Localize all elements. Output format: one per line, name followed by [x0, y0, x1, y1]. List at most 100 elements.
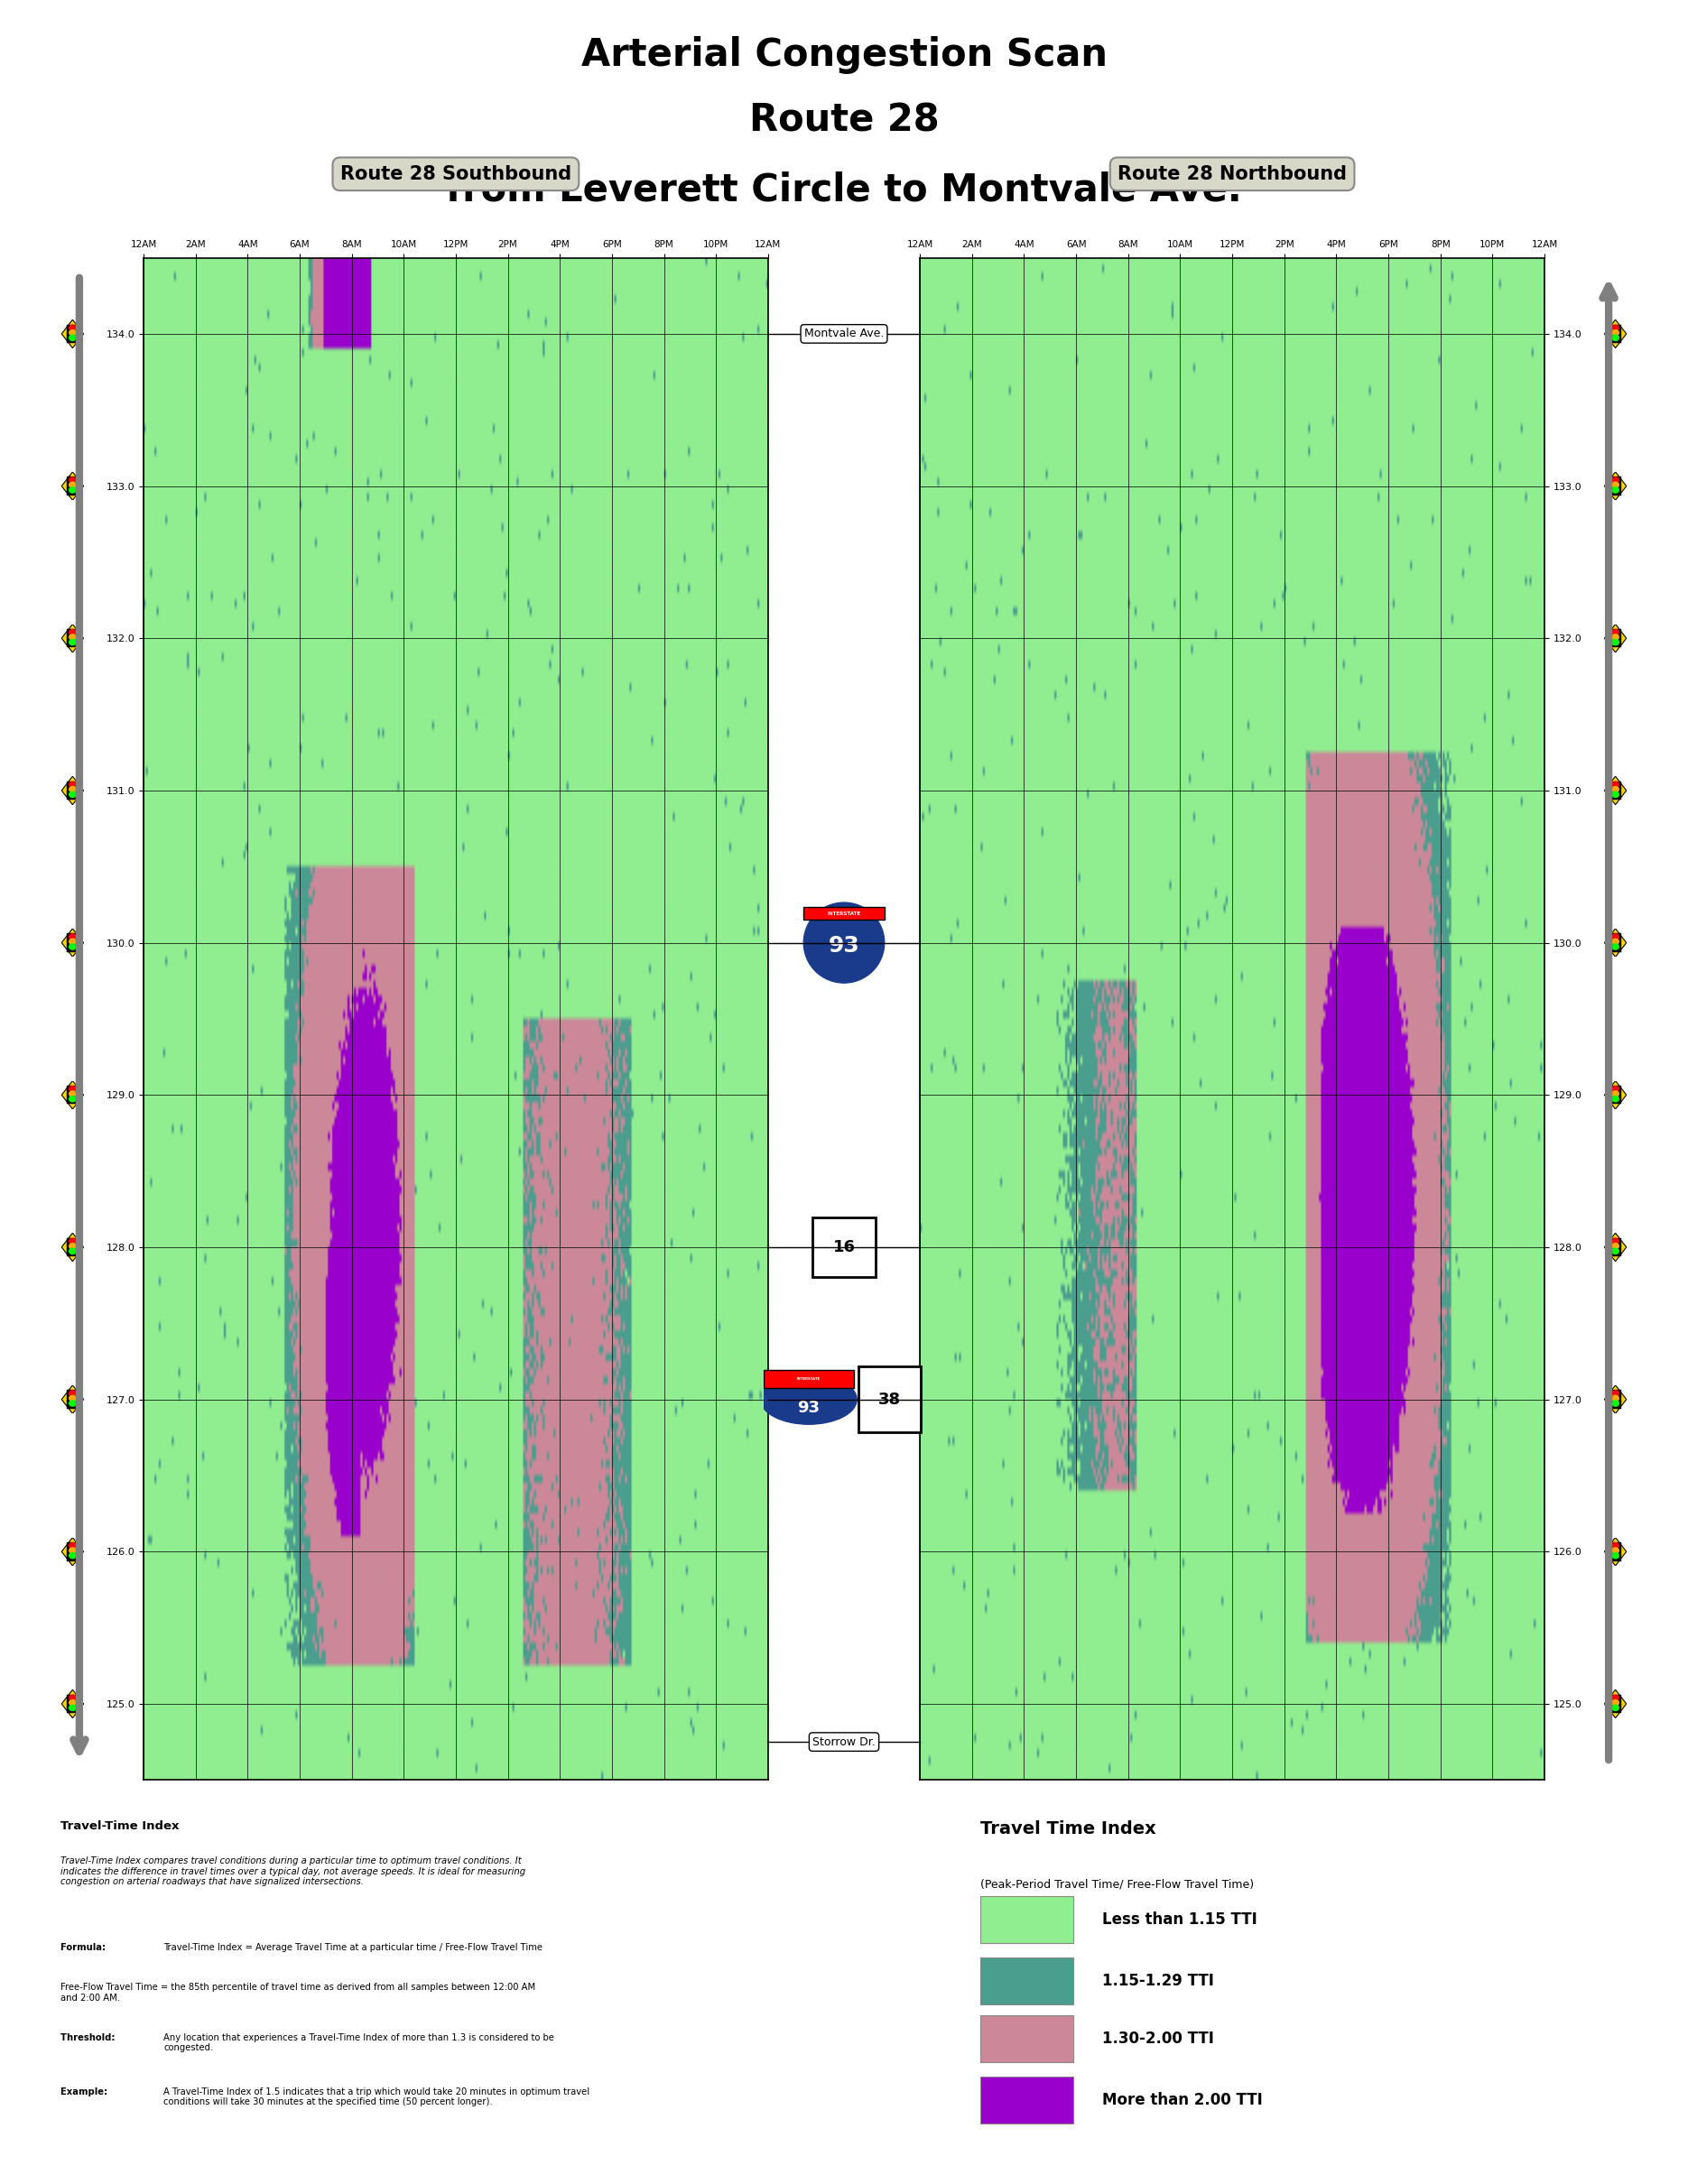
Polygon shape [1605, 928, 1627, 957]
Circle shape [1612, 1238, 1619, 1245]
FancyBboxPatch shape [68, 629, 79, 646]
FancyBboxPatch shape [68, 476, 79, 496]
Polygon shape [1605, 1234, 1627, 1262]
Circle shape [69, 1085, 76, 1092]
Circle shape [69, 1092, 76, 1096]
Circle shape [69, 1243, 76, 1249]
Circle shape [1612, 791, 1619, 797]
Circle shape [1612, 1695, 1619, 1701]
Circle shape [69, 1699, 76, 1706]
Text: Less than 1.15 TTI: Less than 1.15 TTI [1102, 1911, 1258, 1928]
FancyBboxPatch shape [68, 325, 79, 343]
Circle shape [69, 1096, 76, 1101]
Circle shape [1612, 483, 1619, 487]
Circle shape [69, 1695, 76, 1701]
Text: Travel-Time Index compares travel conditions during a particular time to optimum: Travel-Time Index compares travel condit… [61, 1856, 525, 1887]
Circle shape [1612, 1548, 1619, 1553]
Text: Example:: Example: [61, 2088, 110, 2097]
Text: 1.15-1.29 TTI: 1.15-1.29 TTI [1102, 1972, 1214, 1990]
Circle shape [69, 782, 76, 788]
Text: Montvale Ave.: Montvale Ave. [803, 328, 885, 341]
FancyBboxPatch shape [68, 1238, 79, 1256]
Circle shape [1612, 1391, 1619, 1396]
Polygon shape [62, 472, 84, 500]
Text: Any location that experiences a Travel-Time Index of more than 1.3 is considered: Any location that experiences a Travel-T… [164, 2033, 554, 2053]
FancyBboxPatch shape [68, 1085, 79, 1105]
Circle shape [1612, 330, 1619, 336]
FancyBboxPatch shape [1610, 1542, 1622, 1562]
Circle shape [69, 334, 76, 341]
Text: 1.30-2.00 TTI: 1.30-2.00 TTI [1102, 2031, 1214, 2046]
Circle shape [1612, 786, 1619, 793]
Circle shape [69, 1238, 76, 1245]
Circle shape [761, 1374, 858, 1424]
Text: Travel-Time Index: Travel-Time Index [61, 1821, 179, 1832]
Text: 38: 38 [878, 1391, 901, 1406]
Circle shape [1612, 943, 1619, 950]
Circle shape [1612, 1400, 1619, 1406]
FancyBboxPatch shape [1610, 1391, 1622, 1409]
Polygon shape [62, 319, 84, 347]
Circle shape [1612, 1096, 1619, 1101]
Text: Formula:: Formula: [61, 1944, 108, 1952]
FancyBboxPatch shape [979, 2016, 1074, 2062]
FancyBboxPatch shape [765, 1369, 854, 1387]
Circle shape [69, 1548, 76, 1553]
Circle shape [1612, 939, 1619, 943]
FancyBboxPatch shape [979, 2077, 1074, 2123]
Polygon shape [1605, 625, 1627, 653]
FancyBboxPatch shape [1610, 1238, 1622, 1256]
FancyBboxPatch shape [1610, 325, 1622, 343]
Polygon shape [1605, 1538, 1627, 1566]
Circle shape [803, 902, 885, 983]
Polygon shape [1605, 1690, 1627, 1719]
Polygon shape [1605, 1081, 1627, 1109]
Circle shape [1612, 935, 1619, 939]
Text: Free-Flow Travel Time = the 85th percentile of travel time as derived from all s: Free-Flow Travel Time = the 85th percent… [61, 1983, 535, 2003]
Polygon shape [1605, 775, 1627, 804]
Circle shape [1612, 334, 1619, 341]
Text: Arterial Congestion Scan: Arterial Congestion Scan [581, 35, 1107, 74]
Circle shape [69, 633, 76, 640]
FancyBboxPatch shape [68, 1542, 79, 1562]
Polygon shape [62, 1690, 84, 1719]
Polygon shape [62, 625, 84, 653]
Text: Route 28 Southbound: Route 28 Southbound [341, 166, 571, 183]
FancyBboxPatch shape [68, 782, 79, 799]
Text: (Peak-Period Travel Time/ Free-Flow Travel Time): (Peak-Period Travel Time/ Free-Flow Trav… [979, 1878, 1254, 1889]
Circle shape [69, 1400, 76, 1406]
Polygon shape [62, 775, 84, 804]
Circle shape [1612, 633, 1619, 640]
Polygon shape [62, 1538, 84, 1566]
Circle shape [1612, 1396, 1619, 1402]
Circle shape [69, 943, 76, 950]
Circle shape [69, 1249, 76, 1254]
FancyBboxPatch shape [979, 1957, 1074, 2005]
Text: INTERSTATE: INTERSTATE [797, 1376, 820, 1380]
Circle shape [1612, 1085, 1619, 1092]
Circle shape [1612, 640, 1619, 644]
Circle shape [1612, 1706, 1619, 1710]
Circle shape [1612, 487, 1619, 494]
Circle shape [1612, 1249, 1619, 1254]
FancyBboxPatch shape [803, 906, 885, 919]
Text: A Travel-Time Index of 1.5 indicates that a trip which would take 20 minutes in : A Travel-Time Index of 1.5 indicates tha… [164, 2088, 589, 2108]
Circle shape [69, 478, 76, 483]
Circle shape [69, 325, 76, 330]
Text: from Leverett Circle to Montvale Ave.: from Leverett Circle to Montvale Ave. [446, 170, 1242, 210]
Circle shape [69, 1391, 76, 1396]
FancyBboxPatch shape [979, 1896, 1074, 1944]
Polygon shape [62, 1081, 84, 1109]
Polygon shape [62, 928, 84, 957]
Polygon shape [62, 1234, 84, 1262]
Circle shape [69, 791, 76, 797]
Text: 16: 16 [832, 1238, 856, 1256]
Circle shape [1612, 325, 1619, 330]
Polygon shape [1605, 1385, 1627, 1413]
FancyBboxPatch shape [930, 1802, 1661, 2171]
FancyBboxPatch shape [1610, 476, 1622, 496]
Circle shape [1612, 1092, 1619, 1096]
Text: Route 28 Northbound: Route 28 Northbound [1117, 166, 1347, 183]
Text: 93: 93 [829, 935, 859, 957]
Circle shape [69, 1553, 76, 1559]
